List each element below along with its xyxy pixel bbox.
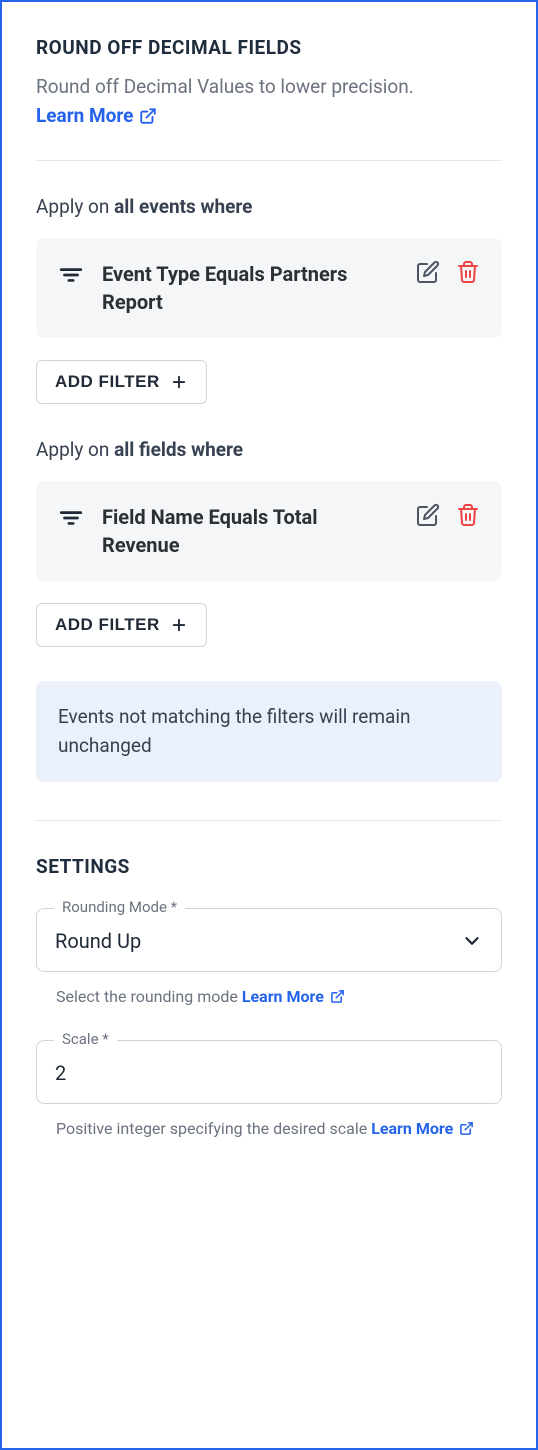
info-note: Events not matching the filters will rem…: [36, 681, 502, 782]
apply-events-prefix: Apply on: [36, 195, 114, 218]
apply-fields-bold: all fields where: [114, 438, 243, 461]
scale-input-wrap: [36, 1040, 502, 1104]
plus-icon: [170, 373, 188, 391]
edit-filter-button[interactable]: [416, 503, 440, 527]
apply-events-label: Apply on all events where: [36, 195, 502, 218]
rounding-mode-field: Rounding Mode * Round Up: [36, 908, 502, 972]
subtitle-text: Round off Decimal Values to lower precis…: [36, 75, 414, 98]
scale-input[interactable]: [55, 1061, 483, 1085]
helper-prefix: Positive integer specifying the desired …: [56, 1119, 371, 1138]
scale-helper: Positive integer specifying the desired …: [36, 1116, 502, 1142]
rounding-mode-select[interactable]: Round Up: [36, 908, 502, 972]
apply-fields-prefix: Apply on: [36, 438, 114, 461]
event-filter-card: Event Type Equals Partners Report: [36, 238, 502, 338]
trash-icon: [456, 260, 480, 284]
delete-filter-button[interactable]: [456, 260, 480, 284]
rounding-mode-label: Rounding Mode *: [54, 898, 185, 916]
edit-icon: [416, 260, 440, 284]
settings-title: SETTINGS: [36, 855, 502, 878]
plus-icon: [170, 616, 188, 634]
learn-more-link[interactable]: Learn More: [371, 1116, 474, 1142]
page-subtitle: Round off Decimal Values to lower precis…: [36, 73, 502, 130]
divider: [36, 820, 502, 821]
scale-label: Scale *: [54, 1030, 117, 1048]
scale-field: Scale *: [36, 1040, 502, 1104]
edit-icon: [416, 503, 440, 527]
filter-actions: [416, 260, 480, 284]
add-field-filter-button[interactable]: ADD FILTER: [36, 603, 207, 647]
external-link-icon: [330, 989, 345, 1004]
learn-more-link[interactable]: Learn More: [242, 984, 345, 1010]
filter-icon: [58, 262, 84, 292]
learn-more-label: Learn More: [242, 984, 324, 1010]
add-filter-label: ADD FILTER: [55, 615, 160, 635]
divider: [36, 160, 502, 161]
add-filter-label: ADD FILTER: [55, 372, 160, 392]
filter-actions: [416, 503, 480, 527]
page-title: ROUND OFF DECIMAL FIELDS: [36, 36, 502, 59]
event-filter-text: Event Type Equals Partners Report: [102, 260, 398, 316]
helper-prefix: Select the rounding mode: [56, 987, 242, 1006]
field-filter-card: Field Name Equals Total Revenue: [36, 481, 502, 581]
filter-icon: [58, 505, 84, 535]
apply-events-bold: all events where: [114, 195, 252, 218]
edit-filter-button[interactable]: [416, 260, 440, 284]
add-event-filter-button[interactable]: ADD FILTER: [36, 360, 207, 404]
trash-icon: [456, 503, 480, 527]
chevron-down-icon: [461, 930, 483, 952]
external-link-icon: [459, 1121, 474, 1136]
rounding-mode-helper: Select the rounding mode Learn More: [36, 984, 502, 1010]
external-link-icon: [139, 107, 157, 125]
field-filter-text: Field Name Equals Total Revenue: [102, 503, 398, 559]
apply-fields-label: Apply on all fields where: [36, 438, 502, 461]
learn-more-label: Learn More: [371, 1116, 453, 1142]
delete-filter-button[interactable]: [456, 503, 480, 527]
rounding-mode-value: Round Up: [55, 929, 141, 953]
learn-more-label: Learn More: [36, 102, 133, 131]
learn-more-link[interactable]: Learn More: [36, 102, 157, 131]
